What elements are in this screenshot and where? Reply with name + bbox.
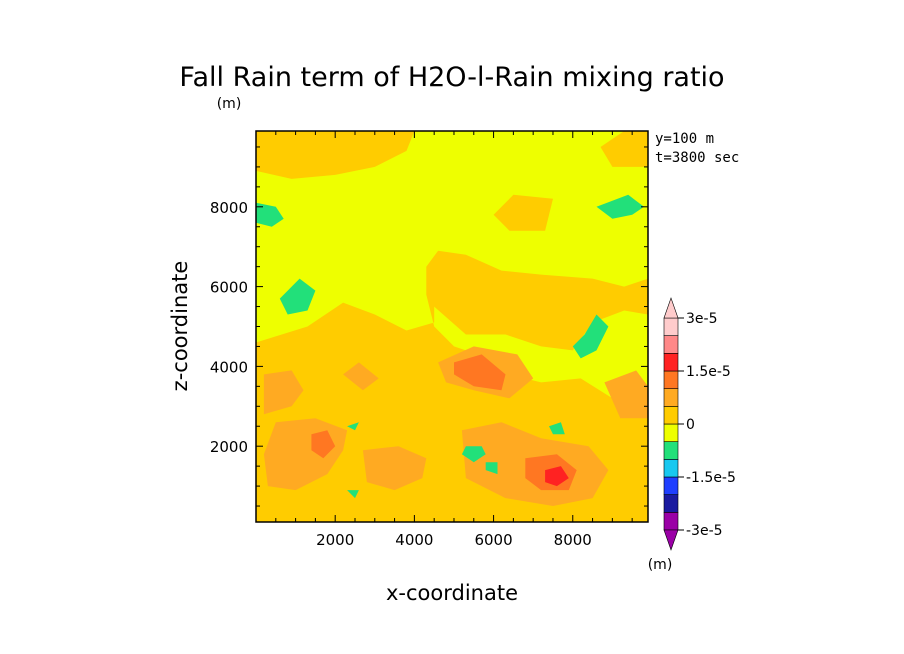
info-y: y=100 m — [655, 131, 714, 147]
colorbar-label-1: -1.5e-5 — [686, 470, 736, 486]
x-tick-label-6000: 6000 — [474, 531, 512, 549]
contour-region-3 — [493, 194, 553, 231]
y-tick-label-6000: 6000 — [210, 279, 248, 297]
contour-region-23 — [347, 422, 359, 431]
contour-region-15 — [256, 202, 284, 227]
contour-region-16 — [279, 278, 316, 315]
colorbar-box-2 — [663, 476, 679, 495]
y-tick-label-2000: 2000 — [210, 438, 248, 456]
colorbar-box-9 — [663, 353, 679, 372]
colorbar-box-6 — [663, 406, 679, 425]
colorbar-box-0 — [663, 512, 679, 531]
colorbar-box-4 — [663, 441, 679, 460]
contour-region-7 — [362, 446, 427, 491]
colorbar-label-4: 3e-5 — [686, 311, 717, 327]
x-tick-label-8000: 8000 — [554, 531, 592, 549]
colorbar-box-3 — [663, 459, 679, 478]
unit-label-top: (m) — [217, 96, 242, 112]
contour-region-1 — [256, 131, 415, 179]
colorbar-box-5 — [663, 423, 679, 442]
y-axis-label: z-coordinate — [168, 261, 192, 392]
contour-region-10 — [604, 370, 648, 419]
colorbar-arrow-top — [663, 297, 679, 319]
colorbar-box-11 — [663, 317, 679, 336]
contour-region-22 — [347, 490, 359, 499]
contour-region-4 — [263, 370, 304, 415]
colorbar-box-8 — [663, 370, 679, 389]
contour-region-2 — [600, 131, 648, 167]
colorbar-label-3: 1.5e-5 — [686, 364, 731, 380]
colorbar-arrow-bottom — [663, 529, 679, 551]
colorbar-box-1 — [663, 494, 679, 513]
chart-title: Fall Rain term of H2O-l-Rain mixing rati… — [179, 62, 724, 93]
contour-region-21 — [549, 422, 565, 435]
y-tick-label-4000: 4000 — [210, 358, 248, 376]
contour-region-11 — [454, 354, 506, 391]
contour-region-18 — [572, 314, 609, 359]
colorbar-box-10 — [663, 335, 679, 354]
colorbar-unit-label: (m) — [648, 557, 673, 573]
contour-region-14 — [545, 466, 569, 487]
contour-region-20 — [485, 462, 498, 475]
x-tick-label-2000: 2000 — [316, 531, 354, 549]
colorbar-label-0: -3e-5 — [686, 523, 723, 539]
contour-region-19 — [461, 446, 486, 463]
contour-region-5 — [343, 362, 379, 391]
colorbar-box-7 — [663, 388, 679, 407]
info-t: t=3800 sec — [655, 150, 739, 166]
contour-region-17 — [596, 194, 644, 219]
x-tick-label-4000: 4000 — [395, 531, 433, 549]
x-axis-label: x-coordinate — [386, 581, 518, 605]
colorbar-label-2: 0 — [686, 417, 695, 433]
contour-region-12 — [311, 430, 336, 459]
y-tick-label-8000: 8000 — [210, 199, 248, 217]
